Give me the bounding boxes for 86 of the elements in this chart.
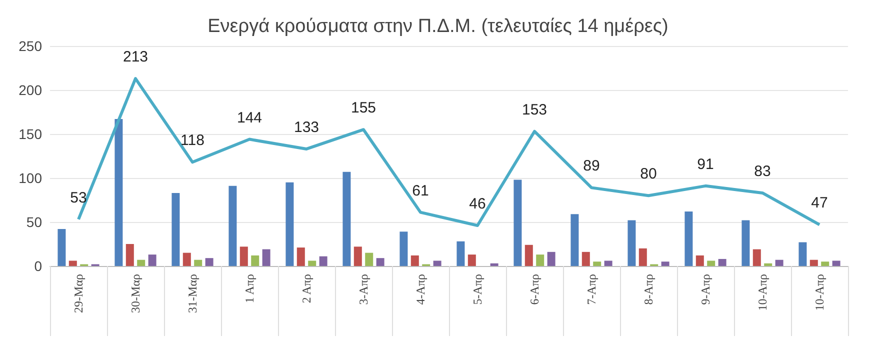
bar <box>661 262 670 266</box>
x-tick-label: 30-Μαρ <box>128 274 142 313</box>
data-label: 133 <box>294 118 320 136</box>
bar <box>798 242 807 266</box>
bar <box>251 255 260 266</box>
x-tick-label: 8-Απρ <box>642 274 656 305</box>
bar <box>400 232 408 266</box>
data-label: 155 <box>350 100 376 117</box>
bar <box>228 186 237 266</box>
data-label: 118 <box>180 132 204 150</box>
data-label: 83 <box>754 162 771 180</box>
bar <box>810 260 818 266</box>
x-tick-label: 31-Μαρ <box>186 274 200 313</box>
bar <box>832 260 840 266</box>
bar <box>68 260 77 266</box>
x-tick-label: 3-Απρ <box>356 274 370 305</box>
bar <box>742 220 750 266</box>
bar <box>821 262 830 266</box>
bar <box>775 260 784 266</box>
bar <box>764 263 772 266</box>
bar <box>468 254 476 266</box>
bar <box>707 260 716 266</box>
data-label: 46 <box>469 196 486 213</box>
bar <box>182 252 191 266</box>
bar <box>536 254 544 266</box>
bar <box>172 192 180 266</box>
bar <box>296 248 305 266</box>
x-tick-label: 10-Απρ <box>756 274 770 311</box>
y-tick-label: 100 <box>18 170 42 186</box>
x-tick-label: 9-Απρ <box>698 274 712 305</box>
y-tick-label: 250 <box>18 38 42 54</box>
data-label: 91 <box>697 156 714 173</box>
x-tick-label: 10-Απρ <box>812 274 826 311</box>
bar <box>240 246 248 266</box>
bar <box>114 119 123 266</box>
bar <box>570 214 579 266</box>
data-label: 213 <box>122 48 148 66</box>
bar <box>126 244 134 266</box>
x-tick-label: 7-Απρ <box>584 274 598 305</box>
y-tick-label: 200 <box>18 82 42 98</box>
data-label: 61 <box>412 182 429 200</box>
bar <box>286 182 294 266</box>
y-tick-label: 0 <box>34 258 42 274</box>
bar <box>718 258 726 266</box>
bar <box>593 262 602 266</box>
bar <box>638 248 647 266</box>
bar <box>376 258 384 266</box>
x-tick-label: 2 Απρ <box>300 274 314 304</box>
bar <box>58 229 66 266</box>
data-label: 80 <box>640 166 657 183</box>
bar <box>148 254 156 266</box>
data-label: 89 <box>583 158 600 175</box>
bar <box>696 255 704 266</box>
bar <box>410 255 419 266</box>
x-tick-label: 4-Απρ <box>414 274 428 305</box>
bar <box>604 260 612 266</box>
bar <box>262 249 270 266</box>
bar <box>490 263 498 266</box>
bar <box>194 260 202 266</box>
data-label: 47 <box>811 194 828 212</box>
bar <box>752 249 761 266</box>
x-tick-label: 1 Απρ <box>242 274 256 304</box>
data-label: 144 <box>236 109 262 126</box>
data-label: 153 <box>522 101 548 118</box>
bar <box>342 172 351 266</box>
bar <box>514 180 522 266</box>
bar <box>319 256 328 266</box>
y-tick-label: 150 <box>18 126 42 142</box>
data-label: 53 <box>70 189 87 206</box>
bar <box>628 220 636 266</box>
bar <box>308 260 316 266</box>
bar <box>684 211 693 266</box>
bar <box>547 252 556 266</box>
bar <box>582 252 590 266</box>
x-tick-label: 5-Απρ <box>470 274 484 305</box>
chart-title: Ενεργά κρούσματα στην Π.Δ.Μ. (τελευταίες 14 ημέρες) <box>208 16 668 37</box>
bar <box>354 246 362 266</box>
x-tick-label: 29-Μαρ <box>72 274 86 313</box>
y-tick-label: 50 <box>26 214 42 230</box>
bar <box>137 260 146 266</box>
bar <box>524 244 533 266</box>
bar <box>205 258 214 266</box>
bar <box>365 252 374 266</box>
bar <box>433 260 442 266</box>
x-tick-label: 6-Απρ <box>528 274 542 305</box>
bar <box>456 241 465 266</box>
